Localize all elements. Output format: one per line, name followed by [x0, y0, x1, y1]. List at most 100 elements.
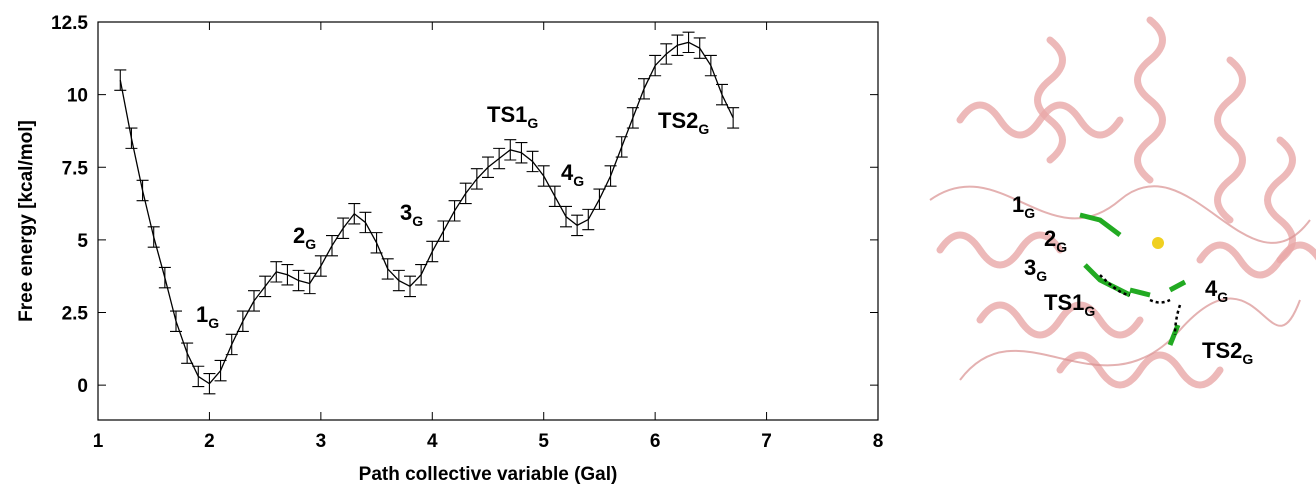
annotation: 3G: [400, 200, 423, 229]
error-bar: [125, 127, 138, 149]
error-bar: [404, 275, 416, 298]
error-bar: [203, 372, 216, 395]
y-tick-label: 7.5: [62, 158, 89, 179]
error-bar: [482, 156, 494, 178]
y-tick-label: 0: [77, 376, 88, 397]
error-bar: [716, 83, 728, 106]
error-bar: [660, 43, 673, 65]
error-bar: [493, 147, 506, 170]
annotation-text: 4: [561, 160, 574, 185]
error-bar: [314, 255, 327, 277]
error-bar: [147, 226, 160, 248]
image-label-text: 2: [1044, 226, 1056, 251]
error-bar: [281, 264, 294, 286]
error-bar: [370, 232, 383, 254]
error-bar: [638, 78, 650, 100]
x-tick-label: 2: [204, 431, 215, 452]
error-bar: [337, 217, 350, 239]
annotation: 1G: [196, 302, 219, 331]
error-bar: [448, 200, 461, 222]
loop: [929, 185, 1311, 244]
error-bar: [392, 269, 405, 292]
annotation-sub: G: [305, 236, 316, 252]
annotation-sub: G: [208, 315, 219, 331]
helix: [1214, 56, 1246, 224]
protein-image: [929, 10, 1316, 410]
annotation-text: 3: [400, 200, 412, 225]
x-tick-label: 1: [93, 431, 104, 452]
error-bar: [704, 54, 717, 77]
error-bar: [259, 275, 272, 298]
error-bar: [582, 208, 595, 231]
error-bar: [236, 310, 249, 332]
loop: [959, 297, 1301, 381]
plot-frame: [97, 21, 879, 421]
image-label: 3G: [1024, 255, 1047, 284]
error-bar: [136, 179, 149, 202]
y-tick-label: 5: [77, 231, 88, 252]
error-bar: [214, 359, 227, 382]
annotation: TS1G: [487, 102, 538, 131]
image-label: 4G: [1205, 276, 1228, 305]
annotation-text: 2: [293, 223, 305, 248]
error-bar: [270, 261, 283, 283]
error-bar: [292, 269, 305, 292]
helix: [1034, 36, 1066, 164]
x-tick-label: 5: [538, 431, 549, 452]
image-label-sub: G: [1084, 303, 1095, 319]
annotation-text: TS1: [487, 102, 527, 127]
image-label: TS2G: [1202, 338, 1253, 367]
error-bar: [415, 264, 428, 286]
error-bar: [526, 150, 539, 173]
error-bar: [615, 136, 628, 158]
image-label: 2G: [1044, 226, 1067, 255]
error-bar: [571, 214, 584, 237]
error-bar: [504, 139, 517, 161]
annotation: 4G: [561, 160, 584, 189]
error-bar: [225, 333, 238, 356]
image-label-text: 4: [1205, 276, 1218, 301]
image-label-sub: G: [1036, 268, 1047, 284]
error-bar: [560, 205, 572, 228]
image-label-text: TS2: [1202, 338, 1242, 363]
image-label-text: 3: [1024, 255, 1036, 280]
line: [119, 41, 734, 385]
image-background: [930, 10, 1310, 410]
error-bar: [426, 240, 439, 263]
error-bar: [437, 220, 450, 242]
annotation-sub: G: [527, 115, 538, 131]
image-label-sub: G: [1217, 289, 1228, 305]
x-tick-label: 7: [761, 431, 772, 452]
error-bar: [359, 211, 372, 234]
helix: [1264, 136, 1296, 264]
annotation-text: TS2: [658, 108, 698, 133]
error-bar: [470, 168, 483, 190]
helix: [1056, 351, 1224, 389]
error-bar: [727, 107, 740, 129]
annotation-sub: G: [573, 173, 584, 189]
image-label-text: 1: [1012, 192, 1024, 217]
error-bar: [170, 310, 182, 332]
x-tick-label: 6: [650, 431, 661, 452]
error-bar: [604, 165, 617, 187]
ligand: [1079, 212, 1187, 346]
error-bar: [671, 34, 684, 56]
x-tick-label: 4: [427, 431, 438, 452]
image-label: 1G: [1012, 192, 1035, 221]
error-bar: [537, 165, 550, 187]
annotation-text: 1: [196, 302, 208, 327]
error-bar: [114, 69, 127, 91]
x-tick-label: 8: [873, 431, 884, 452]
error-bar: [693, 37, 706, 59]
error-bar: [181, 342, 194, 364]
helix: [1134, 16, 1166, 184]
y-tick-label: 12.5: [51, 13, 88, 34]
error-bar: [649, 54, 662, 77]
x-tick-label: 3: [316, 431, 327, 452]
error-bar: [593, 188, 606, 210]
image-label-sub: G: [1056, 239, 1067, 255]
ion: [1152, 237, 1164, 249]
error-bar: [348, 203, 361, 225]
image-label: TS1G: [1044, 290, 1095, 319]
